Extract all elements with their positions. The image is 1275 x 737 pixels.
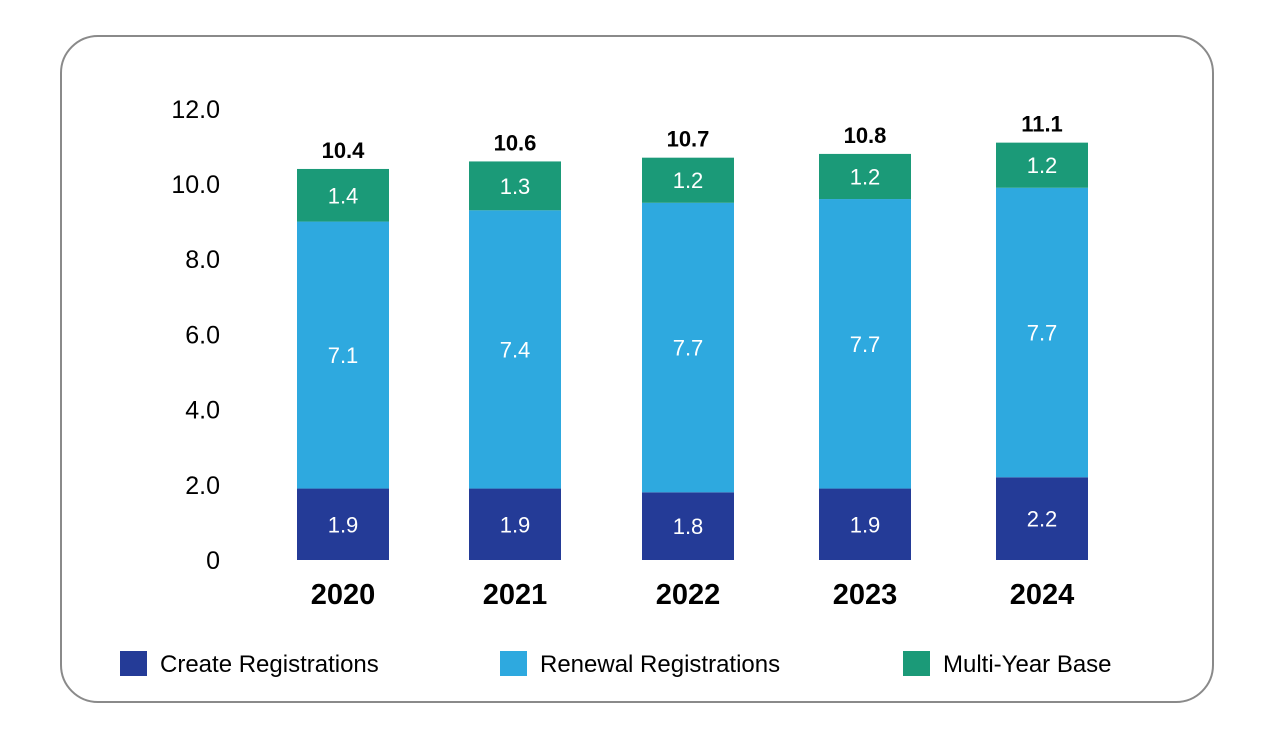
- x-axis: 2020 2021 2022 2023 2024: [311, 579, 1075, 611]
- legend-item: Multi-Year Base: [903, 651, 1112, 678]
- bar-segment: [297, 488, 389, 560]
- y-tick-label: 4.0: [185, 397, 220, 425]
- total-value-label: 10.4: [322, 138, 366, 163]
- legend-label: Multi-Year Base: [943, 651, 1112, 678]
- bar-segment: [996, 142, 1088, 188]
- segment-value-label: 7.7: [673, 336, 704, 361]
- bar-segment: [642, 202, 734, 493]
- bar-segment: [819, 153, 911, 200]
- bar-segment: [297, 168, 389, 222]
- segment-value-label: 2.2: [1027, 507, 1058, 532]
- segment-value-label: 7.7: [1027, 321, 1058, 346]
- x-tick-label: 2024: [1010, 579, 1075, 611]
- total-value-label: 10.8: [844, 123, 887, 148]
- x-tick-label: 2020: [311, 579, 376, 611]
- bar-segment: [996, 187, 1088, 478]
- bars: 1.97.11.410.41.97.41.310.61.87.71.210.71…: [297, 112, 1088, 560]
- legend-label: Create Registrations: [160, 651, 379, 678]
- y-axis: 0 2.0 4.0 6.0 8.0 10.0 12.0: [171, 96, 220, 575]
- segment-value-label: 1.9: [850, 512, 881, 537]
- bar-segment: [297, 221, 389, 489]
- bar-segment: [819, 488, 911, 560]
- legend-item: Renewal Registrations: [500, 651, 780, 678]
- x-tick-label: 2021: [483, 579, 548, 611]
- y-tick-label: 8.0: [185, 246, 220, 274]
- total-value-label: 10.7: [667, 127, 710, 152]
- y-tick-label: 0: [206, 547, 220, 575]
- bar-group-2023: 1.9 7.7 1.2 10.8: [819, 123, 911, 560]
- segment-value-label: 7.7: [850, 332, 881, 357]
- bar-segment: [996, 477, 1088, 560]
- y-tick-label: 12.0: [171, 96, 220, 124]
- bar-segment: [642, 492, 734, 560]
- bar-group-2020: 1.9 7.1 1.4 10.4: [297, 138, 389, 560]
- bar-segment: [819, 199, 911, 489]
- bar-segment: [469, 488, 561, 560]
- legend-swatch: [500, 651, 527, 676]
- segment-value-label: 7.1: [328, 343, 359, 368]
- segment-value-label: 1.9: [500, 512, 531, 537]
- bar-group-2021: 1.9 7.4 1.3 10.6: [469, 130, 561, 560]
- legend-item: Create Registrations: [120, 651, 379, 678]
- segment-value-label: 1.2: [673, 168, 704, 193]
- bar-segment: [642, 157, 734, 203]
- y-tick-label: 10.0: [171, 171, 220, 199]
- bar-group-2024: 2.2 7.7 1.2 11.1: [996, 112, 1088, 560]
- legend: Create Registrations Renewal Registration…: [120, 651, 1112, 678]
- total-value-label: 11.1: [1021, 112, 1063, 137]
- legend-swatch: [903, 651, 930, 676]
- x-tick-label: 2023: [833, 579, 898, 611]
- segment-value-label: 1.2: [1027, 153, 1058, 178]
- legend-label: Renewal Registrations: [540, 651, 780, 678]
- y-tick-label: 2.0: [185, 472, 220, 500]
- legend-swatch: [120, 651, 147, 676]
- segment-value-label: 1.8: [673, 514, 704, 539]
- segment-value-label: 1.2: [850, 164, 881, 189]
- x-tick-label: 2022: [656, 579, 721, 611]
- segment-value-label: 1.4: [328, 183, 359, 208]
- bar-segment: [469, 210, 561, 489]
- segment-value-label: 1.3: [500, 174, 531, 199]
- total-value-label: 10.6: [494, 130, 537, 155]
- segment-value-label: 1.9: [328, 512, 359, 537]
- bar-group-2022: 1.8 7.7 1.2 10.7: [642, 127, 734, 560]
- y-tick-label: 6.0: [185, 321, 220, 349]
- segment-value-label: 7.4: [500, 337, 531, 362]
- bar-segment: [469, 161, 561, 211]
